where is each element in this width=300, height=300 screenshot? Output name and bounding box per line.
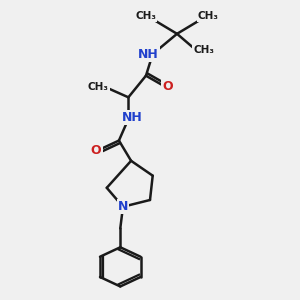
Text: NH: NH (138, 48, 159, 61)
Text: NH: NH (122, 111, 143, 124)
Text: CH₃: CH₃ (193, 45, 214, 55)
Text: CH₃: CH₃ (88, 82, 109, 92)
Text: O: O (162, 80, 173, 93)
Text: CH₃: CH₃ (198, 11, 219, 21)
Text: CH₃: CH₃ (135, 11, 156, 21)
Text: N: N (118, 200, 128, 213)
Text: O: O (91, 143, 101, 157)
